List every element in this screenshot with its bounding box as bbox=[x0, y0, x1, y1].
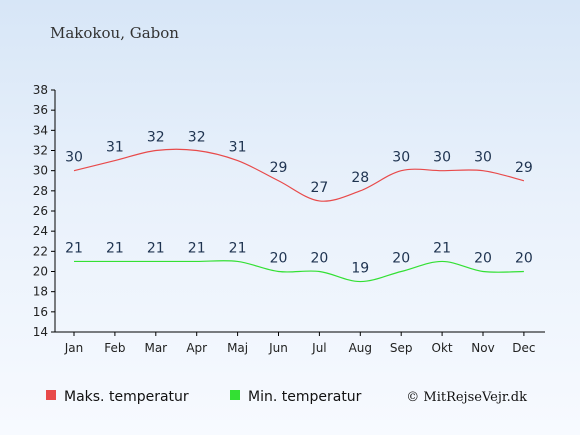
x-tick-label: Nov bbox=[471, 341, 494, 355]
max-temperature-line bbox=[73, 148, 525, 202]
chart-title: Makokou, Gabon bbox=[50, 24, 179, 42]
data-labels: 30 31 32 32 31 29 27 28 30 30 30 29 21 21 21 21 21 20 20 19… bbox=[65, 130, 533, 277]
min-data-label: 20 bbox=[270, 251, 288, 267]
max-data-label: 29 bbox=[270, 160, 288, 176]
legend: Maks. temperatur Min. temperatur bbox=[46, 389, 362, 405]
x-tick-label: Apr bbox=[186, 341, 207, 355]
max-data-label: 30 bbox=[474, 150, 492, 166]
y-tick-label: 26 bbox=[33, 204, 48, 218]
y-tick-label: 32 bbox=[33, 144, 48, 158]
max-data-label: 31 bbox=[229, 140, 247, 156]
y-tick-label: 30 bbox=[33, 164, 48, 178]
x-tick-label: Sep bbox=[390, 341, 413, 355]
x-tick-label: Jul bbox=[311, 341, 326, 355]
x-tick-label: Jan bbox=[64, 341, 84, 355]
y-tick-label: 24 bbox=[33, 224, 48, 238]
max-data-label: 28 bbox=[351, 170, 369, 186]
x-tick-label: Mar bbox=[144, 341, 167, 355]
legend-label-max: Maks. temperatur bbox=[64, 389, 189, 405]
credit-text: © MitRejseVejr.dk bbox=[406, 390, 527, 405]
min-data-label: 21 bbox=[229, 240, 247, 256]
x-tick-label: Aug bbox=[349, 341, 372, 355]
min-data-label: 21 bbox=[147, 240, 165, 256]
max-data-label: 31 bbox=[106, 140, 124, 156]
legend-swatch-max bbox=[46, 390, 56, 400]
min-data-label: 20 bbox=[392, 251, 410, 267]
series-lines bbox=[73, 148, 525, 283]
y-tick-label: 14 bbox=[33, 325, 48, 339]
x-tick-label: Dec bbox=[512, 341, 535, 355]
x-tick-label: Jun bbox=[268, 341, 288, 355]
min-temperature-line bbox=[74, 260, 524, 283]
max-data-label: 30 bbox=[392, 150, 410, 166]
y-tick-label: 34 bbox=[33, 123, 48, 137]
y-tick-label: 36 bbox=[33, 103, 48, 117]
min-data-label: 19 bbox=[351, 261, 369, 277]
max-data-label: 30 bbox=[433, 150, 451, 166]
min-data-label: 20 bbox=[515, 251, 533, 267]
min-data-label: 21 bbox=[106, 240, 124, 256]
legend-swatch-min bbox=[230, 390, 240, 400]
max-data-label: 30 bbox=[65, 150, 83, 166]
x-tick-label: Feb bbox=[104, 341, 125, 355]
legend-label-min: Min. temperatur bbox=[248, 389, 362, 405]
y-tick-label: 18 bbox=[33, 285, 48, 299]
min-data-label: 20 bbox=[474, 251, 492, 267]
max-data-label: 32 bbox=[188, 130, 206, 146]
y-tick-label: 16 bbox=[33, 305, 48, 319]
x-tick-label: Maj bbox=[227, 341, 248, 355]
min-data-label: 21 bbox=[433, 240, 451, 256]
x-tick-label: Okt bbox=[432, 341, 453, 355]
y-tick-label: 38 bbox=[33, 83, 48, 97]
y-tick-label: 20 bbox=[33, 265, 48, 279]
max-data-label: 29 bbox=[515, 160, 533, 176]
axes: 14 16 18 20 22 24 26 28 30 32 34 36 38 Jan Feb Mar Apr Ma… bbox=[33, 83, 545, 355]
max-data-label: 27 bbox=[310, 180, 328, 196]
y-tick-label: 22 bbox=[33, 244, 48, 258]
y-tick-label: 28 bbox=[33, 184, 48, 198]
min-data-label: 20 bbox=[310, 251, 328, 267]
min-data-label: 21 bbox=[188, 240, 206, 256]
min-data-label: 21 bbox=[65, 240, 83, 256]
max-data-label: 32 bbox=[147, 130, 165, 146]
